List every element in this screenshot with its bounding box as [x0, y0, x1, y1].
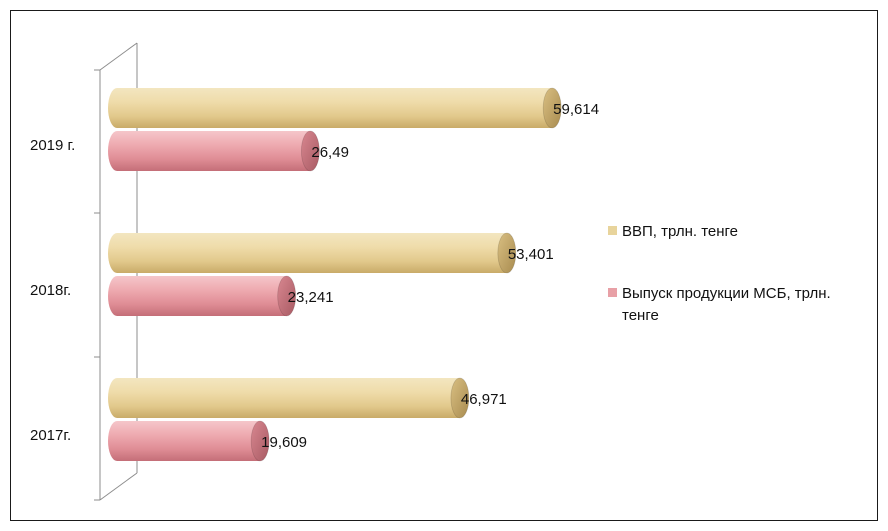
axis-wall-top [99, 42, 138, 71]
bar-sme-2-body [108, 421, 261, 461]
bar-gdp-2-cap [450, 377, 470, 419]
bar-sme-1 [108, 275, 297, 317]
category-label-0: 2019 г. [30, 137, 75, 154]
bar-sme-1-cap [277, 275, 297, 317]
bar-gdp-1-cap [497, 232, 517, 274]
legend-label-sme-line2: тенге [622, 307, 659, 324]
legend-label-sme-line1: Выпуск продукции МСБ, трлн. [622, 285, 831, 302]
category-label-1: 2018г. [30, 282, 71, 299]
legend: ВВП, трлн. тенге Выпуск продукции МСБ, т… [608, 223, 835, 324]
bar-gdp-2 [108, 377, 470, 419]
bar-sme-0-body [108, 131, 311, 171]
legend-label-gdp-text: ВВП, трлн. тенге [622, 223, 738, 240]
value-label-gdp-1: 53,401 [508, 246, 554, 263]
bar-sme-2-cap [250, 420, 270, 462]
value-label-sme-0: 26,49 [311, 144, 349, 161]
category-label-2: 2017г. [30, 427, 71, 444]
value-label-gdp-2: 46,971 [461, 391, 507, 408]
value-label-sme-1: 23,241 [288, 289, 334, 306]
bar-sme-0 [108, 130, 320, 172]
legend-swatch-gdp [608, 226, 617, 235]
bar-sme-1-body [108, 276, 287, 316]
legend-label-gdp: ВВП, трлн. тенге [622, 223, 738, 240]
value-label-sme-2: 19,609 [261, 434, 307, 451]
bars-layer: 59,614 26,49 53,401 23,241 46,971 19,609 [108, 87, 599, 462]
bar-gdp-1-body [108, 233, 507, 273]
axis-wall-bottom [99, 472, 138, 501]
category-labels: 2019 г. 2018г. 2017г. [30, 137, 75, 444]
bar-gdp-1 [108, 232, 517, 274]
bar-gdp-0-body [108, 88, 553, 128]
bar-sme-0-cap [300, 130, 320, 172]
legend-label-sme: Выпуск продукции МСБ, трлн. тенге [622, 285, 835, 324]
value-label-gdp-0: 59,614 [553, 101, 599, 118]
bar-gdp-0-cap [542, 87, 562, 129]
bar-gdp-0 [108, 87, 562, 129]
legend-swatch-sme [608, 288, 617, 297]
bar-gdp-2-body [108, 378, 460, 418]
bar-sme-2 [108, 420, 270, 462]
